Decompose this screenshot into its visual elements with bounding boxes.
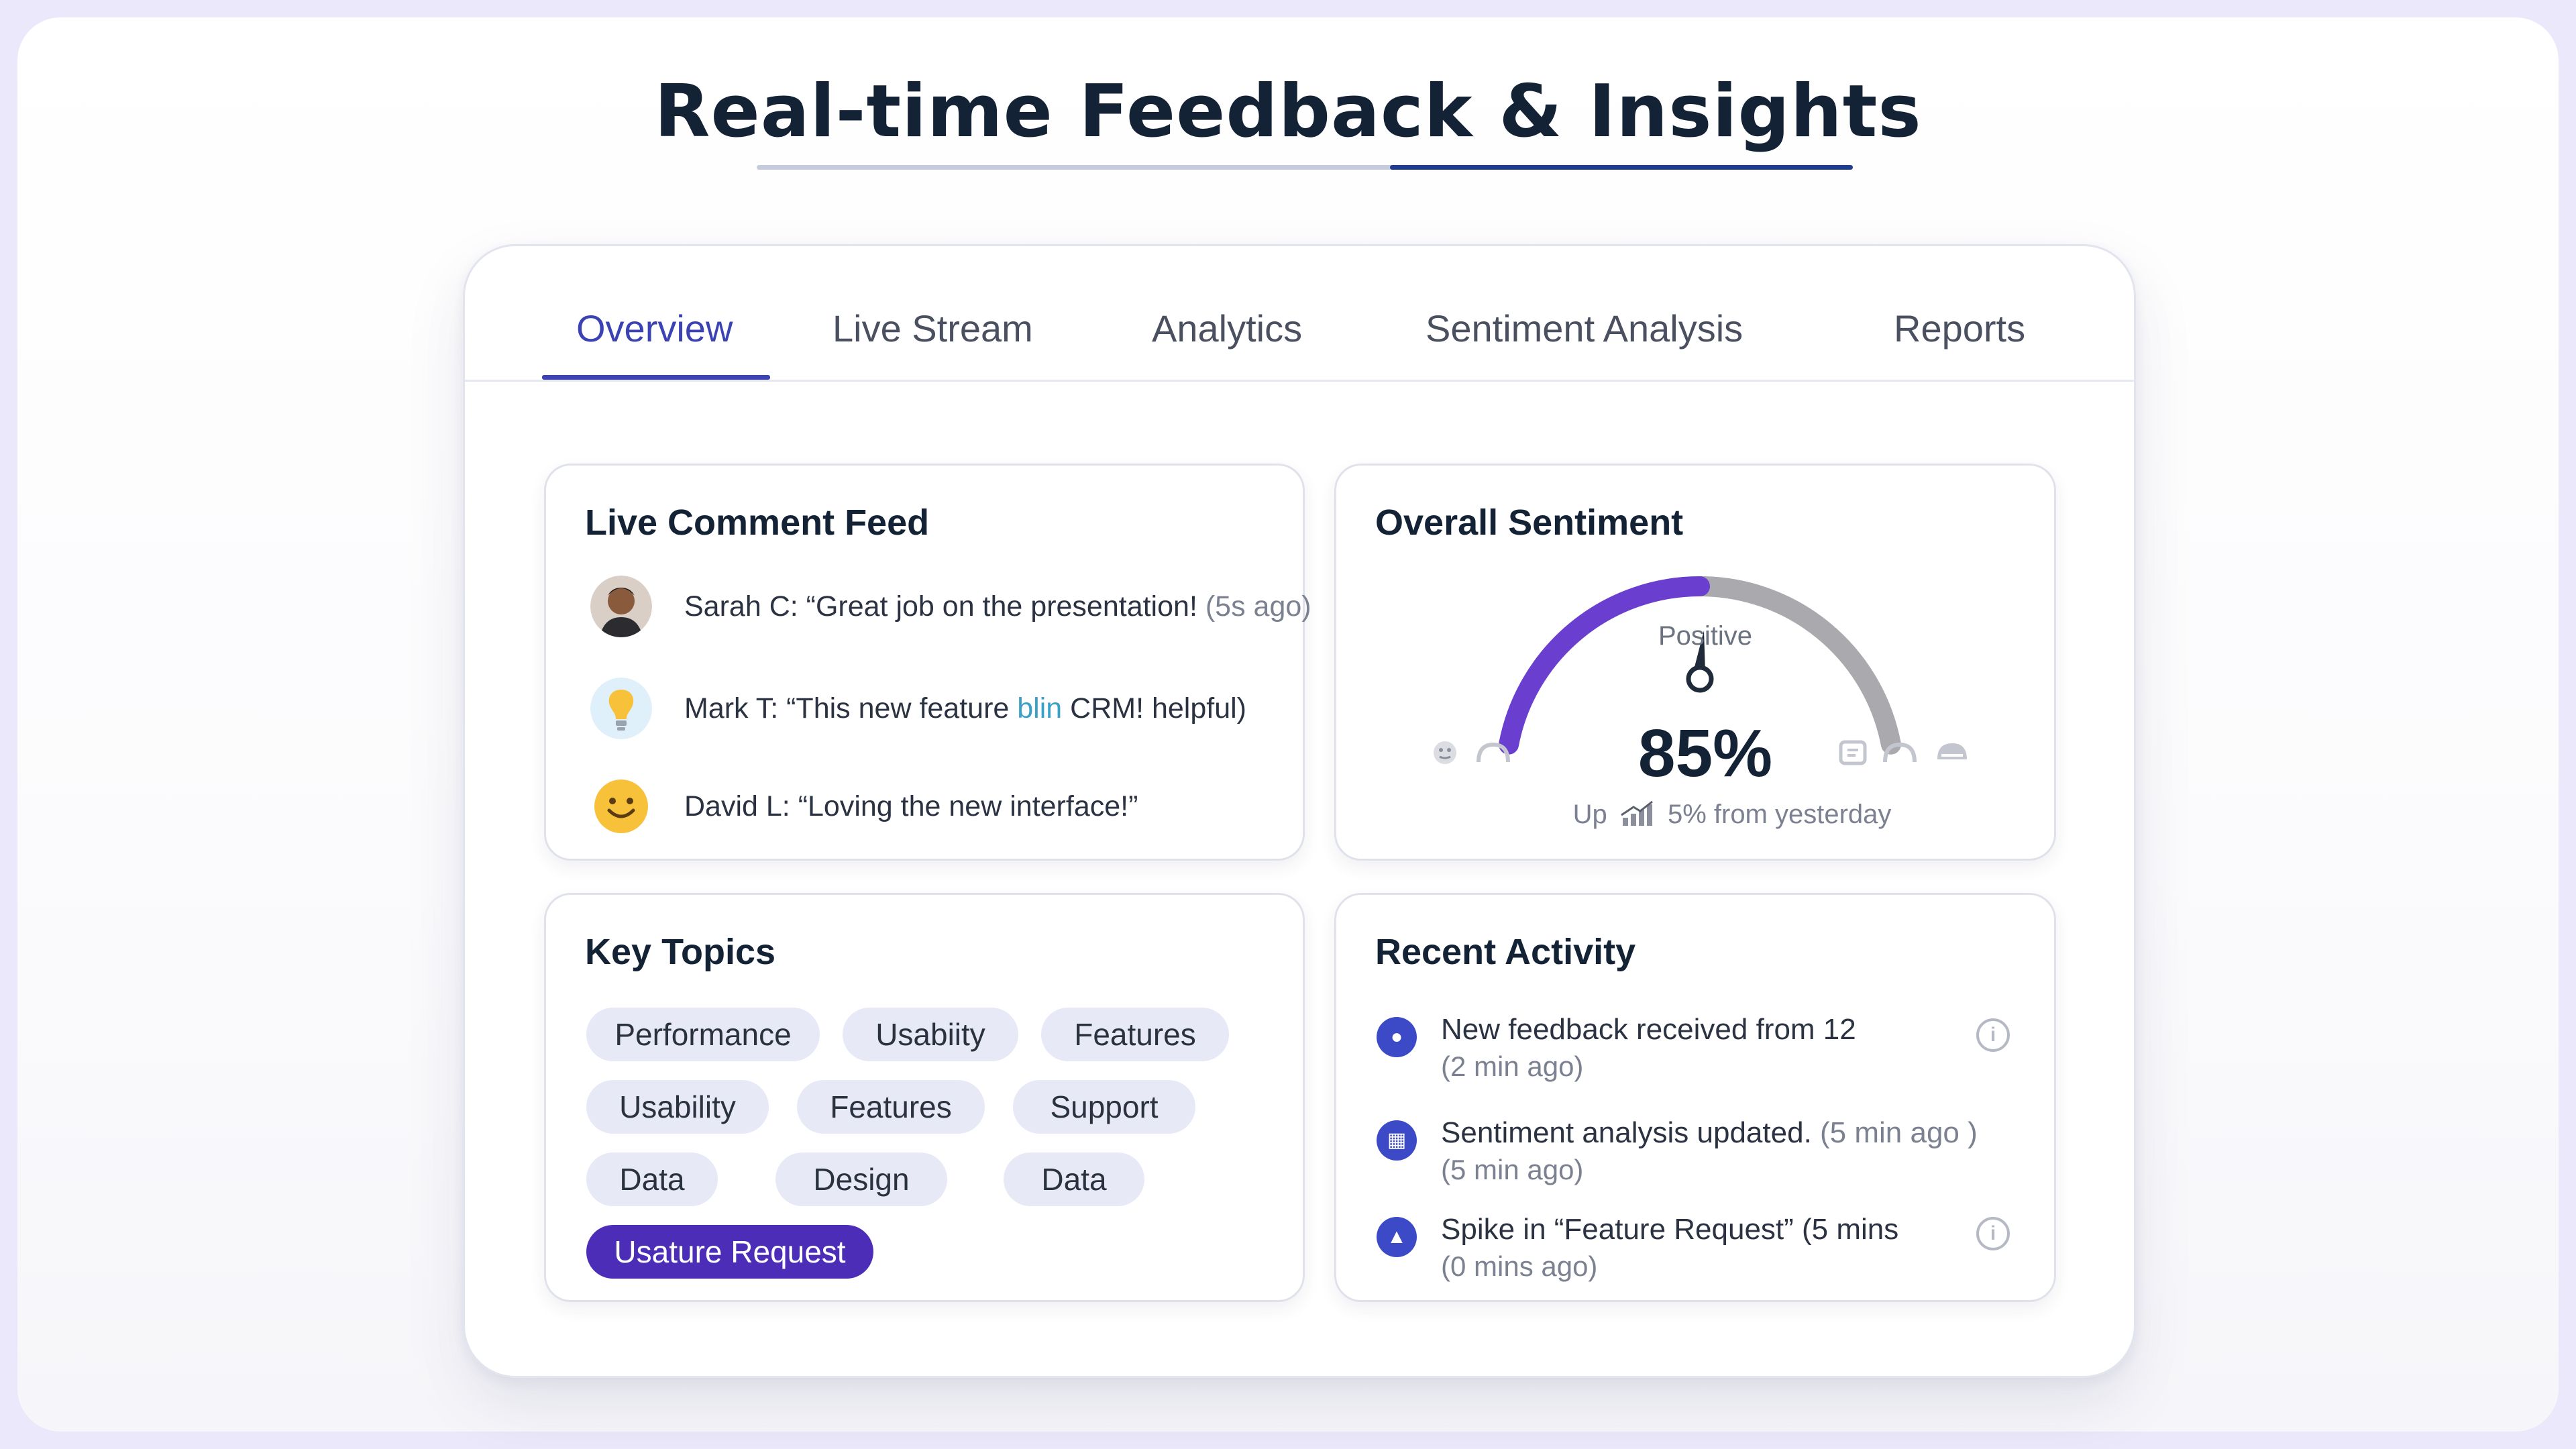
topic-chip[interactable]: Design bbox=[775, 1152, 947, 1206]
trend-up-icon bbox=[1620, 800, 1653, 826]
topic-chip[interactable]: Features bbox=[797, 1080, 985, 1134]
smiley-icon bbox=[594, 780, 648, 833]
gauge-label: Positive bbox=[1658, 621, 1753, 651]
comment-text: David L: “Loving the new interface!” bbox=[684, 790, 1138, 822]
gauge-needle bbox=[1686, 631, 1714, 693]
key-topics-card: Key Topics Performance Usabiity Features… bbox=[544, 893, 1305, 1302]
tab-bar: Overview Live Stream Analytics Sentiment… bbox=[465, 246, 2134, 382]
lightbulb-icon bbox=[590, 678, 652, 739]
topic-chip[interactable]: Support bbox=[1013, 1080, 1195, 1134]
topic-chip[interactable]: Usability bbox=[586, 1080, 769, 1134]
tab-analytics[interactable]: Analytics bbox=[1152, 307, 1303, 350]
card-title: Live Comment Feed bbox=[585, 502, 930, 543]
sentiment-percent: 85% bbox=[1638, 716, 1773, 791]
activity-text: Sentiment analysis updated. bbox=[1441, 1116, 1812, 1149]
sentiment-gauge bbox=[1499, 576, 1901, 755]
recent-activity-card: Recent Activity ● New feedback received … bbox=[1334, 893, 2056, 1302]
card-title: Overall Sentiment bbox=[1375, 502, 1684, 543]
happy-face-icon bbox=[1839, 740, 1967, 765]
activity-text: Spike in “Feature Request” (5 mins bbox=[1441, 1213, 1899, 1246]
comment-text: Sarah C: “Great job on the presentation! bbox=[684, 590, 1197, 623]
feedback-icon: ● bbox=[1377, 1017, 1417, 1057]
topic-chip[interactable]: Data bbox=[1004, 1152, 1144, 1206]
alert-icon: ▲ bbox=[1377, 1217, 1417, 1257]
comment-item[interactable]: David L: “Loving the new interface!” bbox=[590, 775, 1288, 840]
active-tab-indicator bbox=[542, 375, 770, 380]
live-comment-feed-card: Live Comment Feed Sarah C: “Great job on… bbox=[544, 464, 1311, 861]
grid-icon: ▦ bbox=[1377, 1120, 1417, 1161]
tab-sentiment-analysis[interactable]: Sentiment Analysis bbox=[1426, 307, 1743, 350]
activity-time: (0 mins ago) bbox=[1441, 1250, 1598, 1282]
person-avatar bbox=[590, 576, 652, 637]
dashboard-panel: Overview Live Stream Analytics Sentiment… bbox=[463, 244, 2136, 1378]
delta-prefix: Up bbox=[1572, 800, 1607, 829]
info-icon[interactable]: i bbox=[1976, 1018, 2010, 1052]
tab-overview[interactable]: Overview bbox=[576, 307, 733, 350]
info-icon[interactable]: i bbox=[1976, 1217, 2010, 1250]
activity-time: (5 min ago) bbox=[1441, 1154, 1584, 1185]
comment-text-rest: CRM! helpful) bbox=[1062, 692, 1246, 724]
tab-reports[interactable]: Reports bbox=[1894, 307, 2026, 350]
activity-time: (2 min ago) bbox=[1441, 1051, 1584, 1082]
activity-text: New feedback received from 12 bbox=[1441, 1013, 1856, 1046]
sad-face-icon bbox=[1434, 741, 1510, 764]
comment-item[interactable]: Mark T: “This new feature blin CRM! help… bbox=[590, 678, 1288, 742]
page-title: Real-time Feedback & Insights bbox=[654, 70, 1922, 154]
overall-sentiment-card: Overall Sentiment Po bbox=[1334, 464, 2056, 861]
comment-item[interactable]: Sarah C: “Great job on the presentation!… bbox=[590, 576, 1311, 640]
topic-chip[interactable]: Performance bbox=[586, 1008, 820, 1061]
comment-text: Mark T: “This new feature bbox=[684, 692, 1018, 724]
activity-time-inline: (5 min ago ) bbox=[1811, 1116, 1978, 1149]
topic-chip[interactable]: Data bbox=[586, 1152, 718, 1206]
topic-chip[interactable]: Features bbox=[1041, 1008, 1229, 1061]
title-underline bbox=[757, 165, 1853, 170]
sentiment-delta: Up 5% from yesterday bbox=[1544, 800, 1920, 830]
gauge-remaining-arc bbox=[1690, 576, 1901, 755]
delta-text: 5% from yesterday bbox=[1667, 800, 1892, 829]
topic-chip[interactable]: Usabiity bbox=[843, 1008, 1018, 1061]
comment-highlight: blin bbox=[1017, 692, 1063, 724]
tab-live-stream[interactable]: Live Stream bbox=[833, 307, 1033, 350]
card-title: Key Topics bbox=[585, 932, 776, 972]
card-title: Recent Activity bbox=[1375, 932, 1636, 972]
gauge-positive-arc bbox=[1499, 576, 1710, 755]
comment-time: (5s ago) bbox=[1205, 590, 1311, 623]
topic-chip-active[interactable]: Usature Request bbox=[586, 1225, 873, 1279]
